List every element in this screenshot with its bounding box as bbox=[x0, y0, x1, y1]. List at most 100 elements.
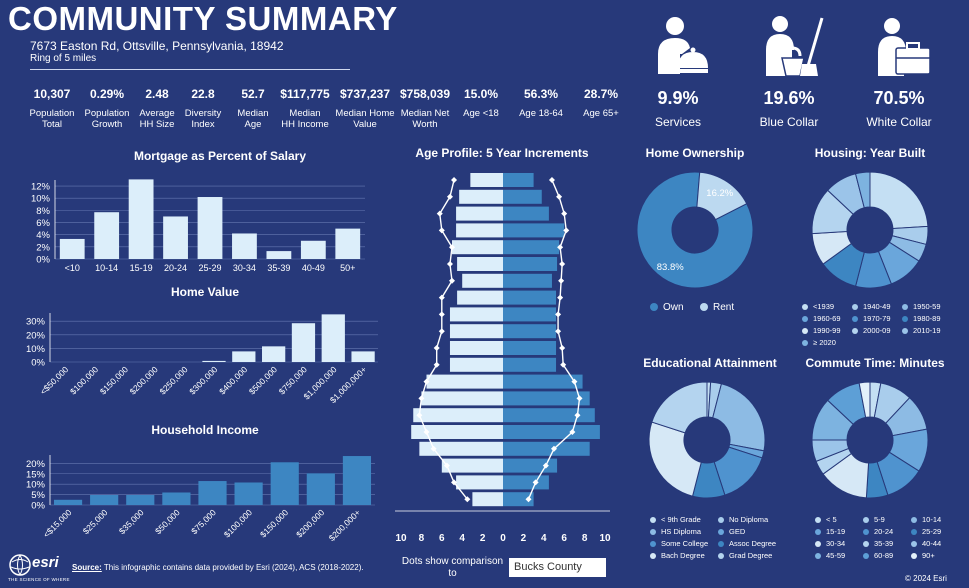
comparison-dot bbox=[433, 361, 440, 368]
blue-collar-worker-icon bbox=[766, 16, 824, 77]
white-collar-worker-icon bbox=[878, 18, 931, 76]
age-bar-right bbox=[503, 374, 583, 389]
y-tick-label: 8% bbox=[36, 206, 50, 217]
age-bar-left bbox=[470, 173, 503, 187]
age-bar-left bbox=[449, 324, 503, 339]
x-tick-label: $100,000 bbox=[222, 507, 254, 539]
legend-swatch bbox=[863, 553, 869, 560]
age-bar-left bbox=[449, 357, 503, 372]
source-label: Source: bbox=[72, 563, 102, 572]
home-value-chart-title: Home Value bbox=[170, 285, 240, 299]
legend-swatch bbox=[863, 529, 869, 536]
kpi-item: $758,039 Median Net Worth bbox=[385, 87, 465, 130]
legend-label: < 9th Grade bbox=[661, 515, 701, 524]
kpi-label: Median Age bbox=[213, 108, 293, 130]
legend-item: ≥ 2020 bbox=[802, 338, 836, 347]
x-tick-label: $75,000 bbox=[189, 507, 218, 536]
kpi-label-line1: Population bbox=[84, 108, 130, 119]
legend-swatch bbox=[852, 304, 858, 311]
age-bar-left bbox=[457, 290, 503, 305]
age-x-tick: 4 bbox=[459, 533, 465, 544]
x-tick-label: $200,000 bbox=[294, 507, 326, 539]
pie-slice bbox=[648, 421, 702, 497]
legend-label: ≥ 2020 bbox=[813, 338, 836, 347]
kpi-label-line1: Population bbox=[29, 108, 75, 119]
legend-item: Own bbox=[650, 302, 684, 313]
comparison-dot bbox=[423, 429, 430, 435]
bar bbox=[234, 482, 263, 505]
legend-item: 10-14 bbox=[911, 515, 941, 524]
legend-label: 30-34 bbox=[826, 539, 846, 548]
y-tick-label: 0% bbox=[31, 358, 45, 369]
kpi-label-line2: Value bbox=[353, 119, 377, 130]
x-tick-label: $35,000 bbox=[117, 507, 146, 536]
comparison-dot bbox=[571, 378, 578, 385]
comparison-dot bbox=[418, 395, 425, 402]
legend-item: 25-29 bbox=[911, 527, 941, 536]
legend-swatch bbox=[911, 529, 917, 536]
age-bar-right bbox=[503, 492, 534, 507]
kpi-label-line2: Age bbox=[244, 119, 262, 130]
esri-logo: esri bbox=[32, 554, 59, 571]
bar bbox=[291, 323, 316, 362]
bar bbox=[126, 495, 155, 505]
commute-chart-title: Commute Time: Minutes bbox=[805, 356, 945, 370]
x-tick-label: 35-39 bbox=[267, 263, 290, 273]
comparison-dot bbox=[551, 445, 557, 452]
legend-label: Own bbox=[663, 302, 684, 313]
occupation-pct: 9.9% bbox=[657, 88, 699, 108]
legend-label: 1990-99 bbox=[813, 326, 841, 335]
y-tick-label: 4% bbox=[36, 230, 50, 241]
y-tick-label: 12% bbox=[31, 182, 51, 193]
bar bbox=[163, 216, 188, 259]
comparison-dot bbox=[449, 244, 455, 251]
age-bar-right bbox=[503, 223, 565, 238]
services-worker-icon bbox=[658, 17, 708, 74]
x-tick-label: <$15,000 bbox=[41, 507, 73, 540]
kpi-label: Age 65+ bbox=[561, 108, 641, 119]
legend-item: 90+ bbox=[911, 551, 935, 560]
kpi-label-line2: Worth bbox=[412, 119, 438, 130]
occupation-label: White Collar bbox=[866, 115, 932, 129]
comparison-dot bbox=[446, 261, 453, 267]
bar bbox=[202, 360, 226, 362]
bar bbox=[351, 351, 375, 362]
comparison-dot bbox=[451, 479, 458, 486]
legend-item: 1990-99 bbox=[802, 326, 841, 335]
legend-label: 90+ bbox=[922, 551, 935, 560]
legend-swatch bbox=[718, 517, 724, 524]
legend-item: 30-34 bbox=[815, 539, 845, 548]
comparison-dot bbox=[574, 412, 581, 419]
age-bar-right bbox=[503, 441, 590, 456]
legend-item: 20-24 bbox=[863, 527, 893, 536]
kpi-label: Population Growth bbox=[67, 108, 147, 130]
kpi-value: $758,039 bbox=[399, 87, 451, 101]
legend-label: 15-19 bbox=[826, 527, 846, 536]
age-bar-left bbox=[421, 391, 503, 406]
legend-swatch bbox=[650, 529, 656, 536]
education-chart bbox=[648, 381, 766, 499]
legend-label: 1950-59 bbox=[913, 302, 941, 311]
comparison-dot bbox=[438, 311, 445, 318]
source-text: This infographic contains data provided … bbox=[101, 563, 364, 572]
age-x-tick: 6 bbox=[439, 533, 445, 544]
legend-label: Some College bbox=[661, 539, 709, 548]
kpi-item: $737,237 Median Home Value bbox=[325, 87, 405, 130]
ownership-chart-title: Home Ownership bbox=[645, 146, 745, 160]
legend-label: 1970-79 bbox=[863, 314, 891, 323]
legend-swatch bbox=[852, 316, 858, 323]
comparison-dot bbox=[438, 227, 445, 234]
pie-slice bbox=[712, 383, 766, 452]
age-bar-right bbox=[503, 240, 560, 255]
esri-tagline: THE SCIENCE OF WHERE bbox=[8, 577, 70, 582]
comparison-dot bbox=[556, 193, 563, 200]
ownership-legend: Own Rent bbox=[650, 302, 760, 316]
comparison-area-input[interactable]: Bucks County bbox=[509, 558, 606, 577]
kpi-item: $117,775 Median HH Income bbox=[265, 87, 345, 130]
kpi-label: Diversity Index bbox=[163, 108, 243, 130]
age-bar-right bbox=[503, 257, 558, 271]
age-bar-right bbox=[503, 425, 600, 439]
legend-label: 1940-49 bbox=[863, 302, 891, 311]
x-tick-label: $200,000 bbox=[128, 364, 160, 396]
y-tick-label: 10% bbox=[26, 480, 46, 491]
